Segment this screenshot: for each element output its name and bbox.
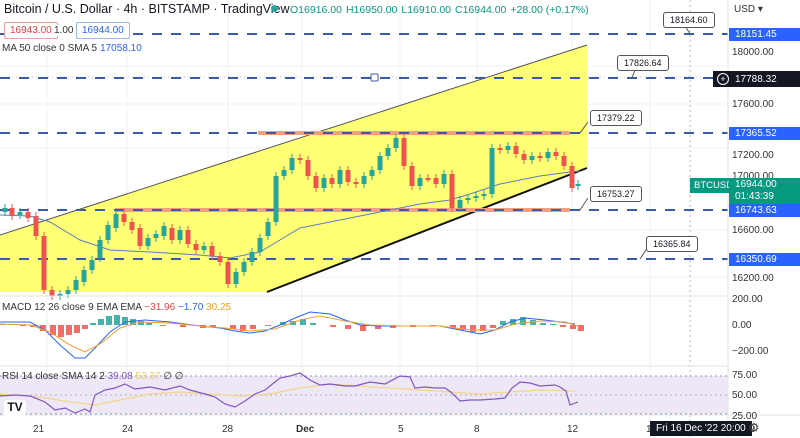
level-tag-16350[interactable]: 16350.69 [729, 253, 800, 266]
price-tick: 17600.00 [732, 99, 774, 110]
signal-line [0, 315, 579, 353]
price-callout[interactable]: 16753.27 [590, 186, 642, 202]
rsi-label: RSI 14 close SMA 14 2 [2, 371, 105, 382]
last-price-tag: 16944.00 01:43:39 [729, 178, 800, 204]
ma-label: MA 50 close 0 SMA 5 [2, 43, 98, 54]
rsi-tick: 50.00 [732, 390, 758, 401]
price-callout[interactable]: 17826.64 [617, 55, 669, 71]
rsi-value: 39.08 [107, 371, 133, 382]
macd-legend[interactable]: MACD 12 26 close 9 EMA EMA −31.96 −1.70 … [2, 302, 231, 313]
crosshair-price-tag[interactable]: +17788.32 [713, 71, 800, 87]
ohlc-change: +28.00 (+0.17%) [510, 4, 589, 16]
crosshair-time-label: Fri 16 Dec '22 20:00 [650, 421, 752, 436]
crosshair-price: 17788.32 [735, 74, 777, 85]
price-callout[interactable]: 18164.60 [663, 12, 715, 28]
level-tag-18151[interactable]: 18151.45 [729, 28, 800, 41]
chart-title: Bitcoin / U.S. Dollar · 4h · BITSTAMP · … [4, 2, 290, 16]
rsi-extra: ∅ ∅ [163, 371, 184, 382]
channel-upper-line[interactable] [0, 44, 588, 236]
candlesticks [2, 134, 581, 300]
macd-signal-value: −1.70 [177, 302, 204, 313]
macd-value: −31.96 [144, 302, 176, 313]
macd-tick: −200.00 [732, 346, 769, 357]
level-tag-16743[interactable]: 16743.63 [729, 204, 800, 217]
macd-line [0, 311, 576, 359]
rsi-sma-line [0, 383, 576, 406]
ohlc-high: H16950.00 [345, 4, 398, 16]
buy-button[interactable]: 16944.00 [76, 22, 130, 39]
time-axis-label: 5 [398, 424, 404, 435]
price-tick: 17000.00 [732, 171, 774, 182]
sell-button[interactable]: 16943.00 [4, 22, 58, 39]
price-callout[interactable]: 17379.22 [590, 110, 642, 126]
time-axis-label: 8 [474, 424, 480, 435]
time-axis-label: 12 [567, 424, 579, 435]
range-top-band [258, 131, 570, 135]
tradingview-logo[interactable]: TV [4, 400, 26, 416]
level-tag-17365[interactable]: 17365.52 [729, 127, 800, 140]
ohlc-low: L16910.00 [401, 4, 451, 16]
rsi-line [0, 372, 579, 414]
price-tick: 17200.00 [732, 150, 774, 161]
time-axis-label: 1 [646, 424, 652, 435]
currency-dropdown[interactable]: USD ▾ [734, 4, 763, 15]
ma-legend[interactable]: MA 50 close 0 SMA 5 17058.10 [2, 43, 142, 54]
channel-lower-line[interactable] [266, 167, 588, 293]
macd-hist-value: 30.25 [206, 302, 232, 313]
time-axis-label: Dec [296, 424, 315, 435]
last-price: 16944.00 [735, 179, 777, 190]
symbol-tag: BTCUSD [690, 178, 738, 193]
time-axis-label: 28 [222, 424, 234, 435]
rsi-tick: 75.00 [732, 370, 758, 381]
time-axis-label: 24 [122, 424, 134, 435]
bar-countdown: 01:43:39 [735, 191, 774, 202]
macd-tick: 0.00 [732, 320, 752, 331]
macd-label: MACD 12 26 close 9 EMA EMA [2, 302, 142, 313]
add-alert-icon[interactable]: + [717, 73, 729, 85]
drag-handle[interactable] [370, 73, 379, 82]
ma-value: 17058.10 [100, 43, 142, 54]
rsi-tick: 25.00 [732, 411, 758, 422]
price-tick: 18000.00 [732, 47, 774, 58]
time-axis-label: 21 [33, 424, 45, 435]
price-tick: 16600.00 [732, 225, 774, 236]
spread-value: 1.00 [54, 25, 74, 36]
ohlc-legend: O16916.00 H16950.00 L16910.00 C16944.00 +28.… [271, 4, 593, 16]
rsi-sma-value: 53.37 [135, 371, 161, 382]
macd-panel [0, 295, 728, 359]
ohlc-open: O16916.00 [290, 4, 342, 16]
price-tick: 16200.00 [732, 273, 774, 284]
price-callout[interactable]: 16365.84 [646, 236, 698, 252]
ohlc-close: C16944.00 [455, 4, 507, 16]
rsi-legend[interactable]: RSI 14 close SMA 14 2 39.08 53.37 ∅ ∅ [2, 371, 183, 382]
settings-gear-icon[interactable]: ⚙ [748, 420, 760, 435]
macd-tick: 200.00 [732, 294, 763, 305]
rsi-panel [0, 365, 728, 415]
market-status-icon [271, 5, 278, 12]
